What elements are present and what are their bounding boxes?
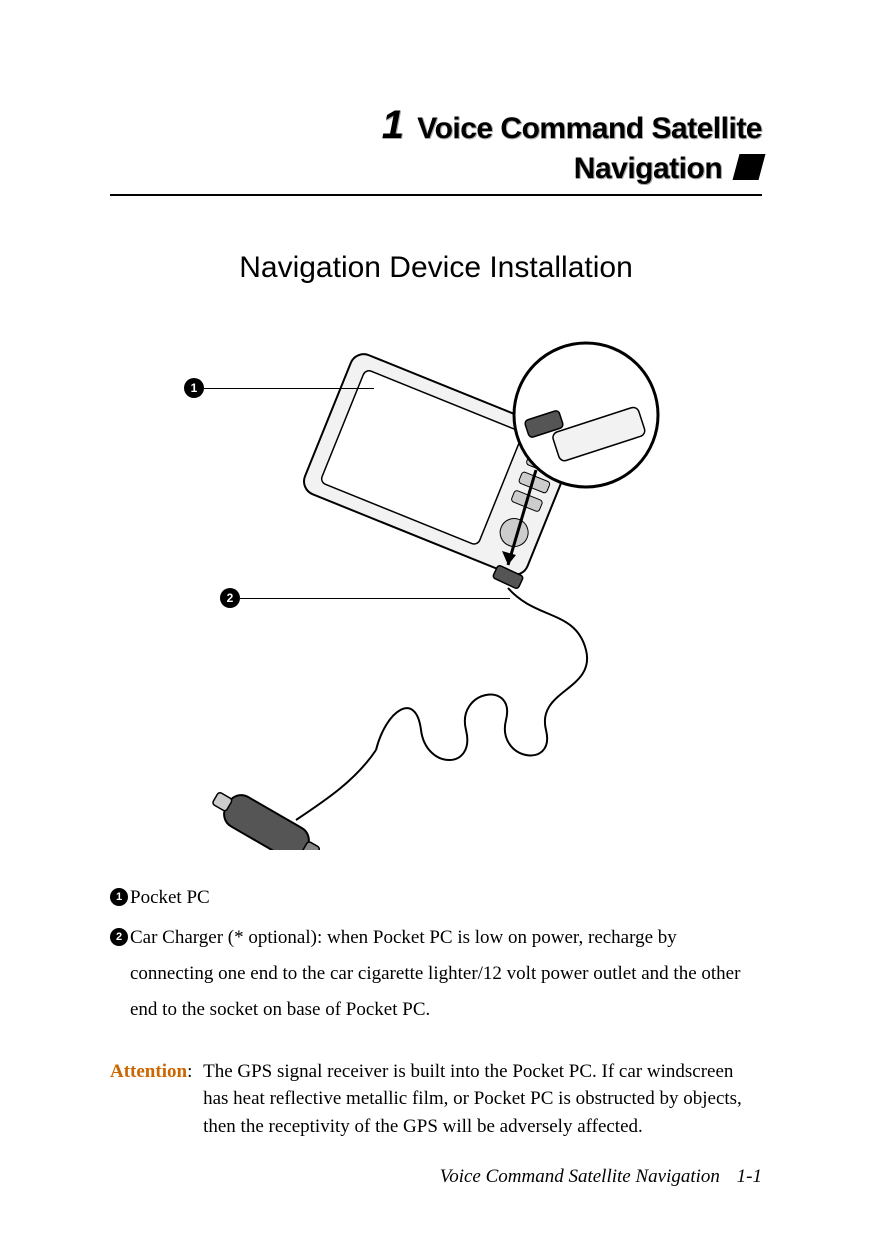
chapter-title-line1: Voice Command Satellite [417, 112, 762, 145]
chapter-title-line2: Navigation [574, 152, 722, 185]
attention-text: The GPS signal receiver is built into th… [203, 1058, 762, 1141]
legend-num-2: 2 [110, 928, 128, 946]
footer-text: Voice Command Satellite Navigation [440, 1166, 720, 1187]
footer-page-number: 1-1 [737, 1166, 762, 1187]
attention-block: Attention : The GPS signal receiver is b… [110, 1058, 762, 1141]
attention-colon: : [187, 1058, 197, 1141]
legend-item-2: 2 Car Charger (* optional): when Pocket … [110, 920, 762, 1028]
page-footer: Voice Command Satellite Navigation 1-1 [440, 1166, 762, 1188]
legend-text-1: Pocket PC [130, 880, 762, 916]
attention-label: Attention [110, 1058, 187, 1141]
legend-num-1: 1 [110, 888, 128, 906]
figure-callout-1: 1 [184, 378, 204, 398]
device-illustration [176, 320, 696, 850]
figure-leader-1 [204, 388, 374, 389]
installation-figure: 1 2 [176, 320, 696, 850]
figure-leader-2 [240, 598, 510, 599]
legend-text-2: Car Charger (* optional): when Pocket PC… [130, 920, 762, 1028]
legend-list: 1 Pocket PC 2 Car Charger (* optional): … [110, 880, 762, 1028]
figure-callout-2: 2 [220, 588, 240, 608]
chapter-decor-box [733, 154, 766, 180]
legend-item-1: 1 Pocket PC [110, 880, 762, 916]
section-title: Navigation Device Installation [110, 251, 762, 285]
chapter-number: 1 [382, 103, 404, 147]
chapter-heading: 1 Voice Command Satellite Navigation [110, 100, 762, 196]
